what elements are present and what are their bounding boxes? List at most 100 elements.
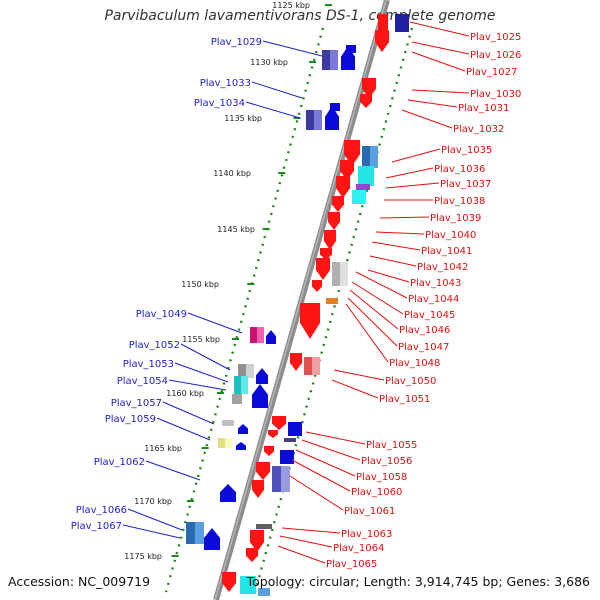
label-leader-line: [145, 460, 201, 481]
label-leader-line: [345, 303, 389, 363]
gene-label: Plav_1055: [366, 440, 417, 451]
label-leader-line: [291, 459, 351, 492]
kbp-tick-label: 1170 kbp: [134, 497, 172, 506]
gene-block: [281, 466, 290, 492]
gene-block: [346, 45, 356, 53]
gene-label: Plav_1030: [470, 89, 521, 100]
gene-arrow-reverse: [332, 196, 344, 212]
gene-arrow-reverse: [324, 230, 336, 250]
gene-arrow-reverse: [340, 160, 354, 180]
gene-label: Plav_1031: [458, 103, 509, 114]
label-leader-line: [168, 379, 227, 391]
gene-block: [186, 522, 195, 544]
gene-arrow-forward: [256, 368, 268, 384]
gene-label: Plav_1042: [417, 262, 468, 273]
gene-arrow-reverse: [300, 303, 320, 339]
label-leader-line: [371, 241, 421, 251]
backbone-highlight: [214, 0, 387, 600]
gene-label: Plav_1036: [434, 164, 485, 175]
gene-arrow-reverse: [250, 530, 264, 552]
gene-block: [222, 420, 234, 426]
gene-label: Plav_1063: [341, 529, 392, 540]
gene-label: Plav_1045: [404, 310, 455, 321]
label-leader-line: [411, 89, 470, 94]
label-leader-line: [349, 289, 399, 330]
gene-block: [340, 262, 348, 286]
gene-label: Plav_1064: [333, 543, 384, 554]
gene-label: Plav_1046: [399, 325, 450, 336]
gene-label: Plav_1059: [105, 414, 156, 425]
gene-arrow-reverse: [290, 353, 302, 371]
gene-arrow-forward: [325, 106, 339, 130]
gene-block: [312, 357, 320, 375]
gene-arrow-reverse: [362, 78, 376, 98]
kbp-tick-label: 1145 kbp: [217, 225, 255, 234]
gene-arrow-forward: [236, 442, 246, 450]
kbp-tick-label: 1140 kbp: [213, 169, 251, 178]
kbp-tick-label: 1150 kbp: [181, 280, 219, 289]
label-leader-line: [401, 109, 453, 129]
kbp-tick-label: 1160 kbp: [166, 389, 204, 398]
gene-label: Plav_1049: [136, 309, 187, 320]
gene-label: Plav_1041: [421, 246, 472, 257]
gene-label: Plav_1035: [441, 145, 492, 156]
gene-block: [246, 364, 254, 378]
label-leader-line: [351, 281, 404, 315]
gene-label: Plav_1050: [385, 376, 436, 387]
gene-label: Plav_1061: [344, 506, 395, 517]
gene-arrow-reverse: [256, 462, 270, 480]
label-leader-line: [301, 439, 361, 461]
accession-text: Accession: NC_009719: [8, 574, 151, 589]
label-leader-line: [281, 527, 341, 534]
gene-label: Plav_1062: [94, 457, 145, 468]
kbp-ticks: 1125 kbp 1130 kbp 1135 kbp 1140 kbp 1145 kbp…: [124, 1, 332, 561]
gene-block: [306, 110, 314, 130]
gene-arrow-reverse: [336, 176, 350, 198]
kbp-tick-label: 1175 kbp: [124, 552, 162, 561]
gene-arrow-reverse: [268, 430, 278, 438]
gene-label: Plav_1038: [434, 196, 485, 207]
gene-arrow-forward: [266, 330, 276, 344]
gene-label: Plav_1056: [361, 456, 412, 467]
label-leader-line: [379, 216, 430, 219]
label-leader-line: [411, 41, 470, 55]
gene-block: [288, 422, 302, 436]
gene-arrow-forward: [252, 384, 268, 408]
label-leader-line: [174, 362, 229, 383]
gene-block: [322, 50, 330, 70]
gene-label: Plav_1057: [111, 398, 162, 409]
gene-block: [241, 376, 248, 394]
topology-text: Topology: circular; Length: 3,914,745 bp…: [246, 574, 590, 589]
gene-block: [256, 524, 272, 529]
gene-label: Plav_1065: [326, 559, 377, 570]
kbp-tick-label: 1135 kbp: [224, 114, 262, 123]
label-leader-line: [262, 40, 323, 57]
gene-arrow-reverse: [252, 480, 264, 498]
gene-label: Plav_1032: [453, 124, 504, 135]
gene-block: [358, 166, 374, 186]
kbp-tick-label: 1125 kbp: [272, 1, 310, 10]
gene-label: Plav_1029: [211, 37, 262, 48]
label-leader-line: [333, 369, 385, 381]
gene-block: [250, 327, 257, 343]
gene-arrow-reverse: [375, 30, 389, 52]
gene-block: [195, 522, 204, 544]
gene-label: Plav_1039: [430, 213, 481, 224]
label-leader-line: [180, 343, 231, 371]
gene-arrow-reverse: [246, 548, 258, 562]
gene-block: [257, 327, 264, 343]
label-leader-line: [331, 379, 379, 399]
gene-block: [258, 588, 270, 596]
gene-label: Plav_1058: [356, 472, 407, 483]
gene-label: Plav_1044: [408, 294, 459, 305]
gene-label: Plav_1025: [470, 32, 521, 43]
gene-block: [284, 438, 296, 442]
gene-block: [352, 190, 366, 204]
gene-block: [332, 262, 340, 286]
gene-block: [218, 438, 225, 448]
label-leader-line: [407, 99, 458, 108]
kbp-tick-label: 1165 kbp: [144, 444, 182, 453]
label-leader-line: [295, 449, 356, 477]
gene-arrow-reverse: [328, 212, 340, 230]
